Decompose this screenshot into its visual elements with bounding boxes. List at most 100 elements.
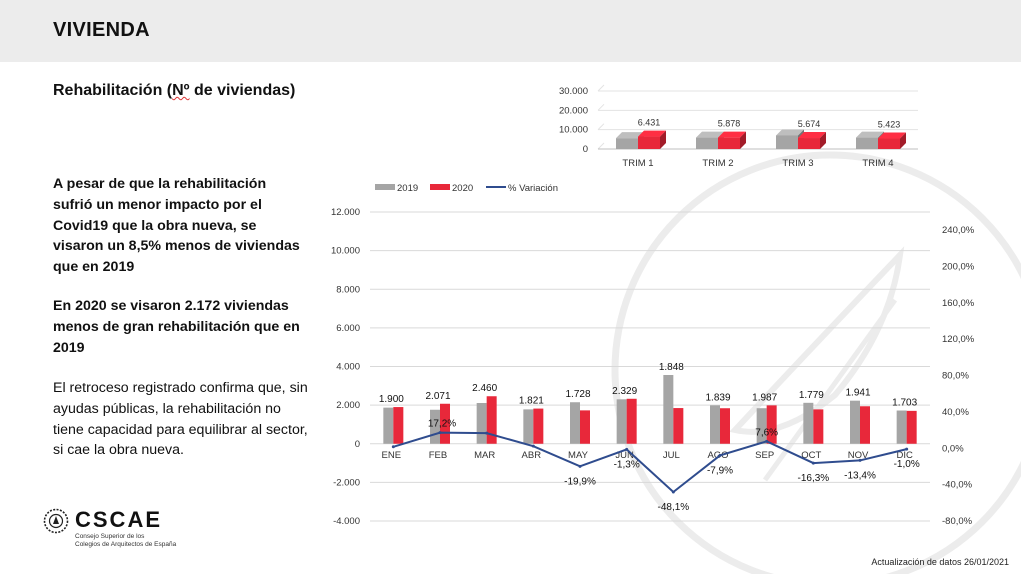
bar-2019: [710, 405, 720, 444]
main-y2-tick-label: 160,0%: [942, 298, 975, 309]
bar-label: 1.728: [565, 389, 590, 400]
main-x-tick-label: MAR: [474, 450, 495, 461]
legend-swatch-1: [430, 184, 450, 190]
main-x-tick-label: OCT: [801, 450, 821, 461]
top-gridline-depth: [597, 123, 605, 131]
header-band: [0, 0, 1021, 62]
bar-label: 1.941: [845, 388, 870, 399]
top-y-tick-label: 10.000: [559, 125, 588, 136]
variation-point: [531, 444, 535, 448]
variation-point: [765, 439, 769, 443]
variation-line: [393, 431, 907, 494]
bar-2019: [523, 409, 534, 444]
main-y-tick-label: 4.000: [336, 362, 360, 373]
top-gridline-depth: [597, 84, 605, 92]
variation-label: -19,9%: [564, 476, 596, 487]
bar-2019: [383, 407, 394, 444]
main-y2-tick-label: 80,0%: [942, 371, 969, 382]
top-x-tick-label: TRIM 3: [782, 158, 813, 169]
variation-label: -16,3%: [797, 473, 829, 484]
bar-label: 1.848: [659, 362, 684, 373]
logo-subtitle-line-1: Consejo Superior de los: [75, 533, 145, 540]
top-x-tick-label: TRIM 1: [622, 158, 653, 169]
variation-point: [438, 431, 442, 435]
bar-2020: [673, 408, 684, 444]
variation-label: 17,2%: [428, 419, 456, 430]
bar-2020: [533, 408, 544, 444]
bar-2020: [393, 407, 404, 444]
paragraph-1: A pesar de que la rehabilitación sufrió …: [53, 176, 300, 276]
main-x-tick-label: MAY: [568, 450, 589, 461]
main-x-tick-label: ABR: [522, 450, 542, 461]
bar-2019: [570, 402, 580, 444]
variation-label: -1,3%: [614, 459, 640, 470]
variation-point: [718, 453, 722, 457]
main-y-tick-label: 0: [355, 439, 360, 450]
legend-label-0: 2019: [397, 183, 418, 194]
top-y-tick-label: 20.000: [559, 105, 588, 116]
top-gridline-depth: [597, 142, 605, 150]
bar-label: 2.460: [472, 383, 497, 394]
section-title-suffix: de viviendas): [189, 82, 296, 99]
variation-label: -7,9%: [707, 465, 733, 476]
main-y2-tick-label: 120,0%: [942, 334, 975, 345]
bar-2020: [906, 410, 917, 444]
top-bar-2020: [878, 132, 906, 149]
bar-2019: [896, 410, 907, 444]
top-x-tick-label: TRIM 2: [702, 158, 733, 169]
legend-label-1: 2020: [452, 183, 473, 194]
top-bar-label: 5.674: [798, 119, 821, 129]
top-y-tick-label: 0: [583, 144, 588, 155]
variation-label: -48,1%: [657, 502, 689, 513]
main-y-tick-label: 8.000: [336, 284, 360, 295]
main-x-tick-label: FEB: [429, 450, 447, 461]
main-y2-tick-label: 40,0%: [942, 407, 969, 418]
variation-point: [391, 445, 395, 449]
bar-2020: [813, 409, 824, 444]
main-x-tick-label: NOV: [848, 450, 869, 461]
top-y-tick-label: 30.000: [559, 86, 588, 97]
seal-icon: [43, 508, 69, 534]
top-bar-label: 6.431: [638, 118, 661, 128]
logo-subtitle: Consejo Superior de los Colegios de Arqu…: [75, 533, 215, 549]
main-y-tick-label: -4.000: [333, 516, 360, 527]
bar-2019: [476, 403, 487, 444]
bar-2019: [756, 408, 767, 444]
main-x-tick-label: AGO: [707, 450, 728, 461]
main-y-tick-label: 2.000: [336, 400, 360, 411]
main-y-tick-label: 10.000: [331, 246, 360, 257]
variation-label: -13,4%: [844, 470, 876, 481]
top-bar-2020: [718, 131, 746, 149]
variation-point: [858, 458, 862, 462]
bar-2020: [860, 406, 870, 444]
bar-label: 1.987: [752, 392, 777, 403]
bar-2019: [850, 400, 860, 444]
main-x-tick-label: DIC: [896, 450, 913, 461]
page-title: VIVIENDA: [53, 19, 150, 41]
bar-2019: [803, 402, 814, 444]
bar-label: 2.329: [612, 386, 637, 397]
bar-2019: [616, 399, 627, 444]
update-note: Actualización de datos 26/01/2021: [871, 557, 1009, 567]
section-title-prefix: Rehabilitación (: [53, 82, 173, 99]
bar-2019: [663, 374, 674, 444]
bar-label: 1.779: [799, 390, 824, 401]
bar-label: 1.900: [379, 394, 404, 405]
section-title-underlined: Nº: [172, 82, 190, 99]
main-y-tick-label: -2.000: [333, 477, 360, 488]
main-y2-tick-label: -80,0%: [942, 516, 973, 527]
top-gridline-depth: [597, 103, 605, 111]
main-y2-tick-label: 0,0%: [942, 443, 964, 454]
bar-2020: [766, 405, 777, 444]
paragraph-3: El retroceso registrado confirma que, si…: [53, 380, 308, 459]
bar-2020: [720, 408, 730, 444]
bar-label: 1.839: [705, 392, 730, 403]
variation-point: [811, 461, 815, 465]
main-x-tick-label: JUN: [615, 450, 634, 461]
main-y-tick-label: 6.000: [336, 323, 360, 334]
variation-label: -1,0%: [894, 459, 920, 470]
main-y2-tick-label: 200,0%: [942, 261, 975, 272]
logo-name: CSCAE: [75, 507, 163, 532]
main-y2-tick-label: -40,0%: [942, 480, 973, 491]
